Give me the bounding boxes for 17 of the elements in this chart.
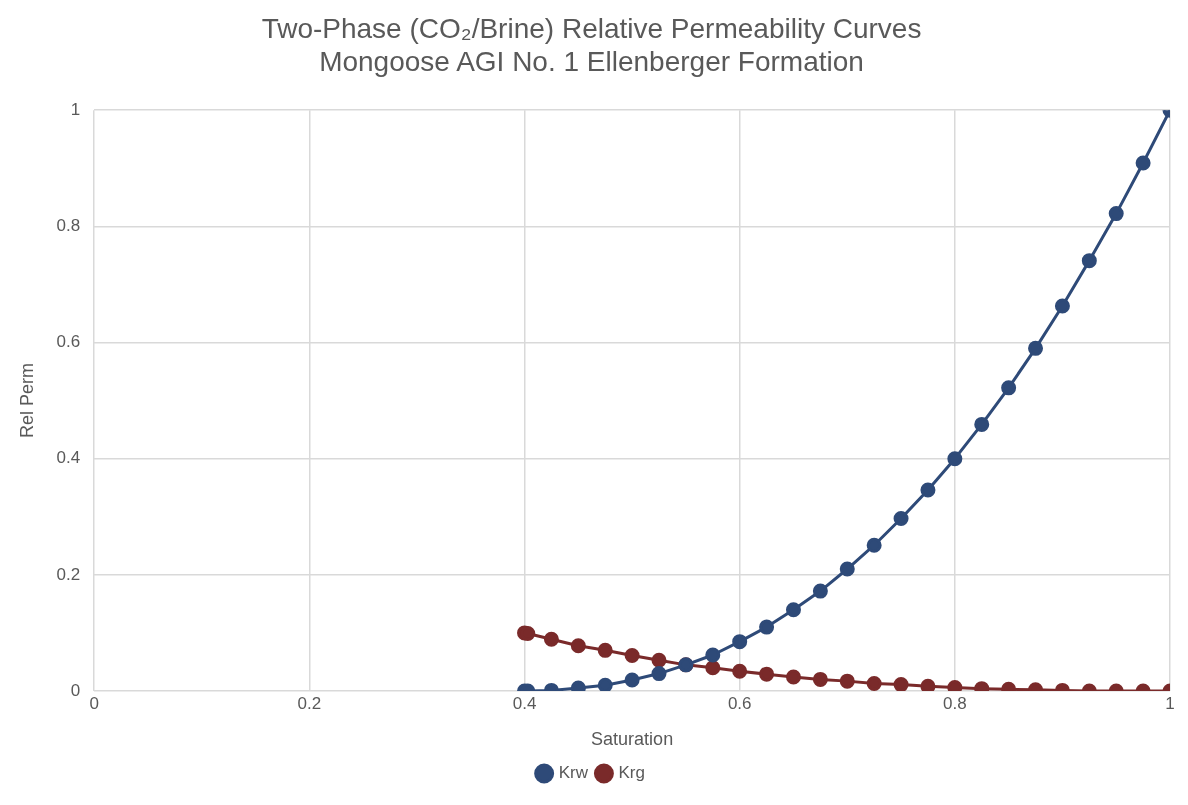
x-tick-label: 0.6 <box>727 693 752 713</box>
x-tick-label: 1 <box>1165 693 1175 713</box>
legend-label: Krg <box>618 763 645 783</box>
y-tick-label: 0.4 <box>56 448 81 468</box>
x-tick-label: 0.4 <box>512 693 537 713</box>
y-tick-label: 0.8 <box>56 216 81 236</box>
y-tick-label: 0.6 <box>56 332 81 352</box>
y-tick-label: 0 <box>70 680 81 700</box>
legend-label: Krw <box>558 763 589 783</box>
y-axis-title: Rel Perm <box>16 363 37 439</box>
x-tick-label: 0.8 <box>943 693 967 713</box>
y-tick-label: 0.2 <box>56 564 81 584</box>
chart-title: Two-Phase (CO₂/Brine) Relative Permeability Curves Mongoose AGI No. 1 Ellenberger Formation <box>261 12 922 78</box>
x-tick-label: 0.2 <box>297 693 322 713</box>
x-tick-label: 0 <box>89 693 99 713</box>
x-axis-title: Saturation <box>591 729 674 750</box>
y-tick-label: 1 <box>70 99 81 119</box>
